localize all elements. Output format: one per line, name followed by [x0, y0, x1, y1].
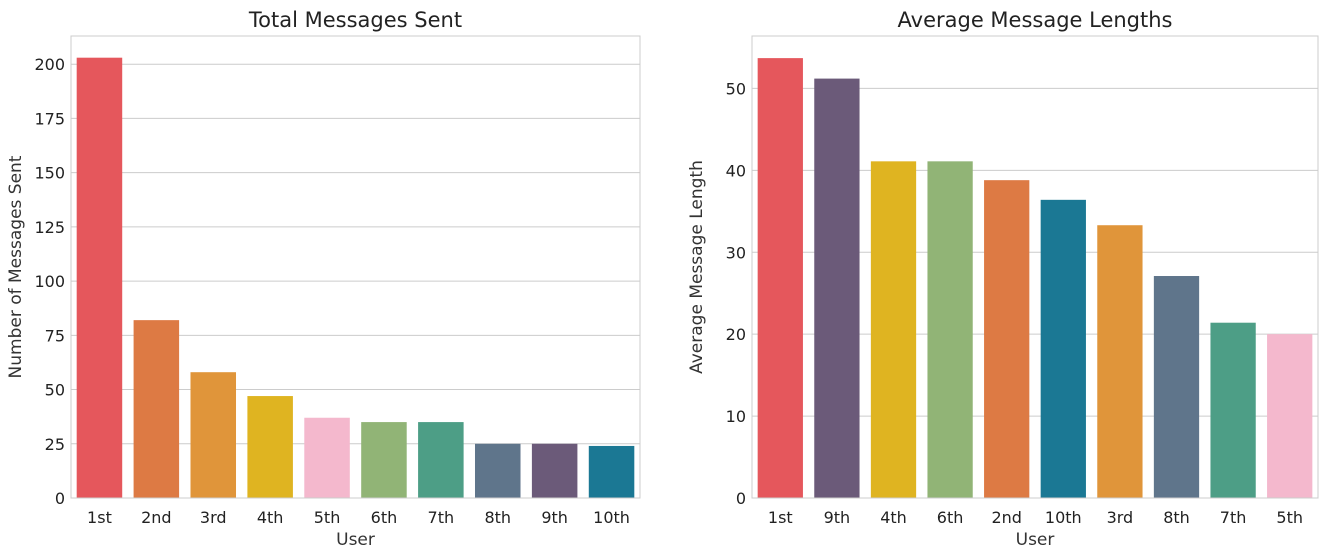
y-tick-label: 0 [736, 489, 746, 508]
y-tick-label: 40 [726, 161, 746, 180]
x-tick-label: 3rd [200, 508, 227, 527]
x-tick-label: 10th [593, 508, 630, 527]
y-tick-label: 25 [45, 435, 65, 454]
y-tick-label: 30 [726, 243, 746, 262]
x-axis-label: User [336, 530, 375, 550]
y-tick-label: 10 [726, 407, 746, 426]
y-tick-label: 100 [34, 272, 65, 291]
plot-frame [70, 35, 641, 499]
y-tick-label: 200 [34, 55, 65, 74]
x-tick-label: 5th [1276, 508, 1303, 527]
x-tick-label: 5th [314, 508, 341, 527]
bar-3rd [1097, 225, 1143, 499]
chart-title: Average Message Lengths [898, 8, 1173, 32]
y-tick-label: 75 [45, 326, 65, 345]
bar-4th [247, 396, 293, 498]
bar-9th [814, 78, 860, 499]
x-tick-label: 2nd [991, 508, 1021, 527]
bar-4th [870, 161, 917, 499]
y-tick-label: 20 [726, 325, 746, 344]
x-tick-label: 8th [1163, 508, 1190, 527]
bar-8th [474, 443, 521, 498]
average-length-chart: 0 10 20 30 40 50 1st 9th 4th 6th 2nd 10th 3rd 8th 7th 5… [687, 8, 1319, 550]
x-tick-label: 6th [937, 508, 964, 527]
bar-1st [76, 57, 123, 499]
y-axis-label: Average Message Length [687, 160, 707, 374]
y-tick-label: 50 [45, 381, 65, 400]
y-axis-label: Number of Messages Sent [6, 155, 26, 378]
bar-10th [1040, 199, 1086, 499]
bar-10th [588, 445, 635, 498]
bar-2nd [984, 180, 1030, 498]
x-tick-label: 6th [371, 508, 398, 527]
bar-5th [1267, 334, 1313, 498]
plot-frame [751, 35, 1319, 499]
y-tick-label: 150 [34, 164, 65, 183]
x-tick-label: 9th [541, 508, 568, 527]
bar-2nd [133, 320, 180, 498]
x-tick-label: 10th [1045, 508, 1082, 527]
bar-8th [1153, 276, 1200, 498]
chart-title: Total Messages Sent [248, 8, 462, 32]
x-axis-label: User [1016, 530, 1055, 550]
bar-7th [1210, 322, 1256, 498]
y-tick-label: 125 [34, 218, 65, 237]
bar-1st [757, 58, 803, 499]
y-tick-label: 175 [34, 109, 65, 128]
bar-3rd [190, 372, 237, 498]
x-tick-label: 7th [428, 508, 455, 527]
total-messages-chart: 0 25 50 75 100 125 150 175 200 1st 2nd 3rd 4th 5th 6th… [6, 8, 641, 550]
y-tick-label: 0 [55, 489, 65, 508]
y-tick-label: 50 [726, 79, 746, 98]
x-tick-label: 2nd [141, 508, 171, 527]
x-tick-label: 3rd [1107, 508, 1134, 527]
x-tick-label: 8th [484, 508, 511, 527]
bar-9th [531, 443, 578, 498]
bar-5th [304, 417, 350, 498]
x-tick-label: 7th [1220, 508, 1247, 527]
x-tick-label: 1st [87, 508, 112, 527]
x-tick-label: 4th [880, 508, 907, 527]
x-tick-label: 9th [824, 508, 851, 527]
bar-7th [418, 422, 464, 498]
x-tick-label: 4th [257, 508, 284, 527]
x-tick-label: 1st [768, 508, 793, 527]
bar-6th [927, 161, 973, 499]
bar-6th [361, 422, 407, 498]
